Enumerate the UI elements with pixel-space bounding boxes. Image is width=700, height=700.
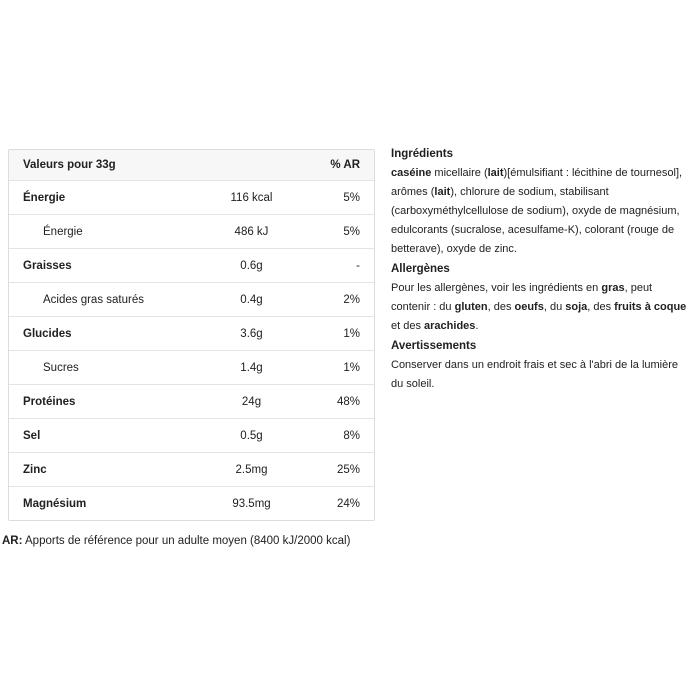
- row-label: Magnésium: [23, 497, 87, 510]
- allergens-text: Pour les allergènes, voir les ingrédient…: [391, 282, 687, 332]
- row-label: Sel: [23, 429, 41, 442]
- allergens-section: Allergènes Pour les allergènes, voir les …: [391, 260, 696, 336]
- warnings-text: Conserver dans un endroit frais et sec à…: [391, 359, 679, 390]
- info-panel: Ingrédients caséine micellaire (lait)[ému…: [391, 145, 696, 395]
- row-value: 0.5g: [240, 429, 263, 442]
- row-ar-value: 1%: [343, 361, 360, 374]
- row-value: 2.5mg: [235, 463, 268, 476]
- row-ar-value: 2%: [343, 293, 360, 306]
- table-row: Glucides 3.6g 1%: [9, 316, 374, 350]
- row-ar-value: -: [356, 259, 360, 272]
- row-ar-value: 8%: [343, 429, 360, 442]
- table-row: Acides gras saturés 0.4g 2%: [9, 282, 374, 316]
- warnings-section: Avertissements Conserver dans un endroit …: [391, 337, 696, 394]
- reference-intake-footnote: AR: Apports de référence pour un adulte …: [2, 535, 350, 547]
- row-ar-value: 25%: [336, 463, 360, 476]
- row-value: 24g: [241, 395, 262, 408]
- table-row: Magnésium 93.5mg 24%: [9, 486, 374, 520]
- table-row: Sel 0.5g 8%: [9, 418, 374, 452]
- table-header-label: Valeurs pour 33g: [23, 159, 116, 171]
- row-ar-value: 1%: [343, 327, 360, 340]
- row-value: 0.4g: [240, 293, 263, 306]
- allergens-heading: Allergènes: [391, 263, 450, 275]
- table-row: Sucres 1.4g 1%: [9, 350, 374, 384]
- warnings-heading: Avertissements: [391, 340, 477, 352]
- row-label: Glucides: [23, 327, 72, 340]
- ingredients-text: caséine micellaire (lait)[émulsifiant : …: [391, 167, 683, 255]
- footnote-prefix: AR:: [2, 535, 23, 547]
- ingredients-heading: Ingrédients: [391, 148, 453, 160]
- row-label: Zinc: [23, 463, 47, 476]
- row-label: Sucres: [43, 361, 79, 374]
- row-value: 116 kcal: [230, 191, 273, 204]
- nutrition-table-header: Valeurs pour 33g % AR: [9, 150, 374, 180]
- row-value: 486 kJ: [234, 225, 269, 238]
- row-label: Énergie: [43, 225, 83, 238]
- footnote-text: Apports de référence pour un adulte moye…: [22, 535, 351, 547]
- row-value: 0.6g: [240, 259, 263, 272]
- table-row: Graisses 0.6g -: [9, 248, 374, 282]
- ingredients-section: Ingrédients caséine micellaire (lait)[ému…: [391, 145, 696, 259]
- row-label: Graisses: [23, 259, 72, 272]
- row-ar-value: 48%: [336, 395, 360, 408]
- table-row: Zinc 2.5mg 25%: [9, 452, 374, 486]
- row-label: Protéines: [23, 395, 76, 408]
- table-header-ar: % AR: [330, 159, 360, 171]
- row-ar-value: 5%: [343, 191, 360, 204]
- row-label: Acides gras saturés: [43, 293, 144, 306]
- row-ar-value: 24%: [336, 497, 360, 510]
- table-row: Énergie 116 kcal 5%: [9, 180, 374, 214]
- table-row: Protéines 24g 48%: [9, 384, 374, 418]
- row-value: 3.6g: [240, 327, 263, 340]
- table-row: Énergie 486 kJ 5%: [9, 214, 374, 248]
- nutrition-table: Valeurs pour 33g % AR Énergie 116 kcal 5% É…: [8, 149, 375, 521]
- row-value: 1.4g: [240, 361, 263, 374]
- nutrition-table-body: Énergie 116 kcal 5% Énergie 486 kJ 5% Graisses…: [9, 180, 374, 520]
- row-ar-value: 5%: [343, 225, 360, 238]
- row-label: Énergie: [23, 191, 66, 204]
- row-value: 93.5mg: [232, 497, 271, 510]
